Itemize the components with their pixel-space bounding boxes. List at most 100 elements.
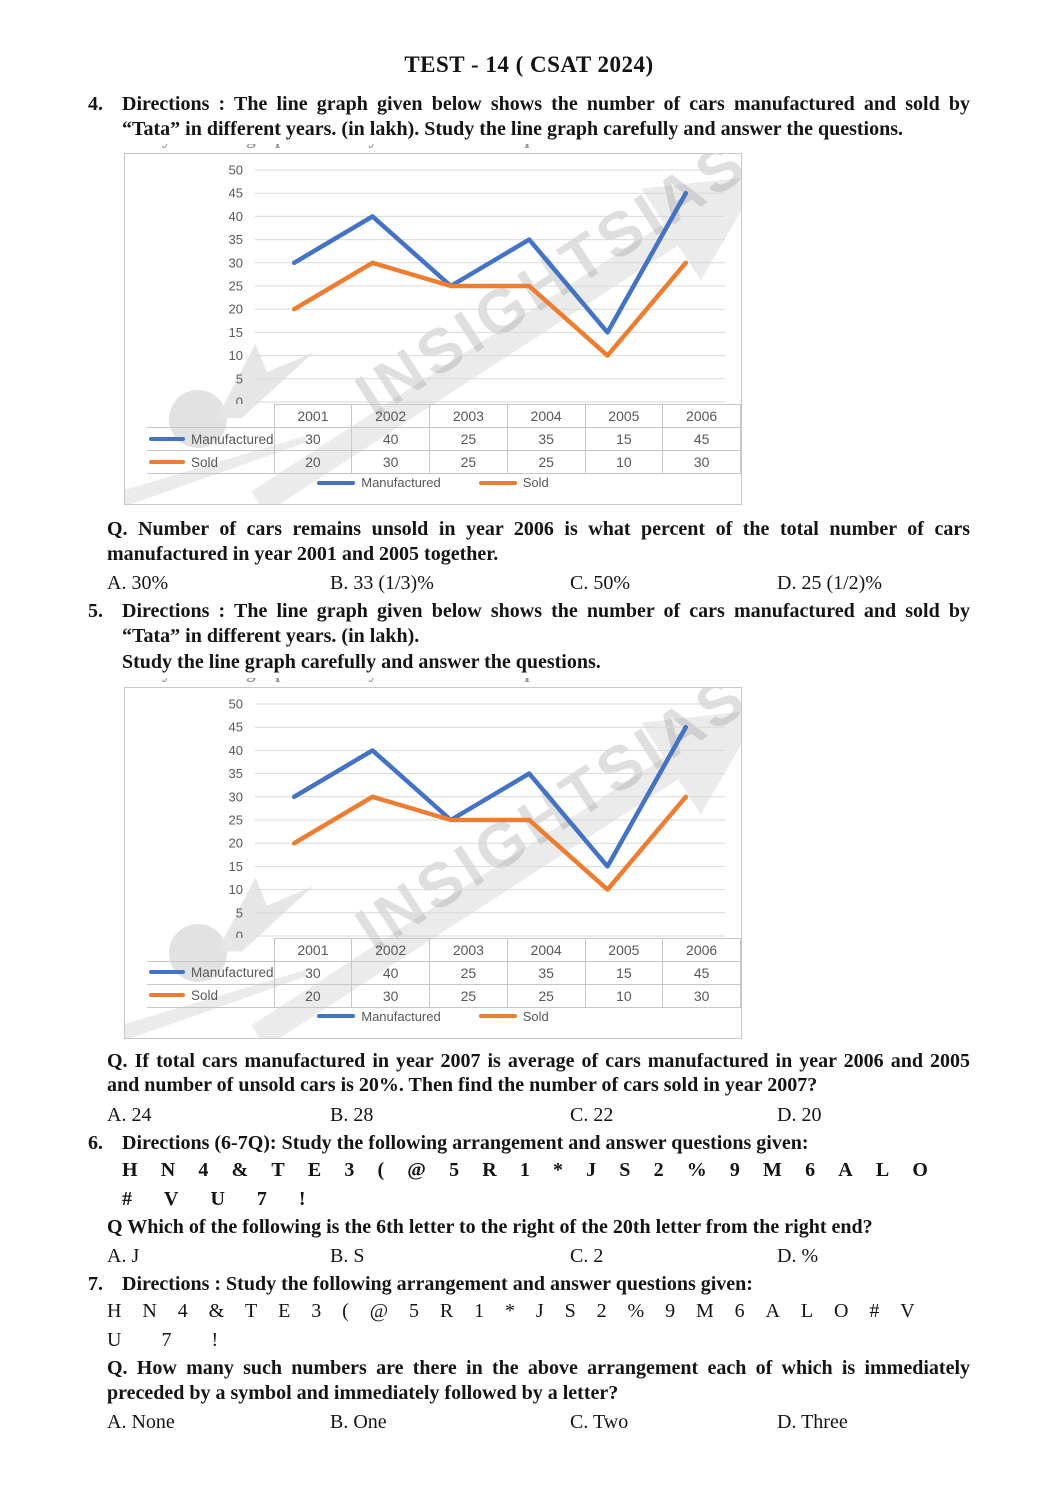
legend-label: Sold: [522, 1008, 549, 1024]
option-a: A. 30%: [107, 572, 169, 594]
svg-text:50: 50: [229, 163, 243, 178]
svg-text:0: 0: [236, 395, 243, 405]
option-d: D. 20: [777, 1103, 822, 1126]
arrangement-token: 3: [344, 1159, 355, 1181]
option-c: C. 2: [570, 1244, 604, 1267]
chart-table-cell: 15: [584, 427, 664, 451]
chart-year-header: 2006: [662, 404, 741, 428]
legend-label: Manufactured: [361, 475, 441, 490]
arrangement-token: &: [231, 1159, 249, 1181]
arrangement-token: *: [552, 1159, 563, 1181]
arrangement-token: *: [505, 1300, 516, 1322]
chart-table-cell: 40: [351, 960, 431, 985]
question-number: 5.: [88, 600, 103, 622]
arrangement-token: R: [439, 1300, 454, 1322]
chart-series-label: Sold: [147, 983, 275, 1008]
arrangement-token: #: [869, 1300, 880, 1322]
arrangement-token: A: [765, 1300, 780, 1322]
question-7-options: A. None B. One C. Two D. Three: [107, 1410, 970, 1434]
option-b: B. One: [330, 1411, 387, 1433]
arrangement-token: 7: [256, 1188, 267, 1210]
question-4: 4. Directions : The line graph given bel…: [0, 92, 1058, 141]
chart-series-label: Manufactured: [147, 960, 275, 985]
chart-table-cell: 35: [506, 427, 586, 451]
option-a: A. None: [107, 1411, 175, 1433]
arrangement-token: 3: [311, 1300, 322, 1322]
arrangement-token: S: [564, 1300, 576, 1322]
chart-table-cell: 30: [273, 960, 353, 985]
arrangement-token: 4: [177, 1300, 188, 1322]
line-chart-2: INSIGHTSIAS 0 5 10 15 20 25 30 35 40 45 50 2001 2002 2…: [124, 686, 742, 1039]
arrangement-token: @: [407, 1159, 426, 1181]
svg-text:40: 40: [229, 742, 243, 757]
svg-text:25: 25: [229, 279, 243, 294]
question-4-text: Q. Number of cars remains unsold in year…: [107, 518, 970, 565]
arrangement-token: 6: [734, 1300, 745, 1322]
arrangement-token: O: [834, 1300, 849, 1322]
chart-legend-item: Manufactured: [317, 1009, 441, 1024]
legend-label: Sold: [522, 475, 549, 490]
chart-year-header: 2004: [506, 937, 586, 962]
svg-text:15: 15: [229, 858, 243, 873]
arrangement-token: 5: [449, 1159, 460, 1181]
chart-data-table: 2001 2002 2003 2004 2005 2006 Manufactured 30 40…: [147, 404, 741, 474]
chart-year-header: 2003: [429, 404, 508, 428]
arrangement-token: 5: [409, 1300, 420, 1322]
arrangement-token: @: [369, 1300, 389, 1322]
question-directions: Directions (6-7Q): Study the following a…: [122, 1131, 809, 1154]
arrangement-token: N: [160, 1159, 176, 1181]
chart-legend-item: Manufactured: [317, 475, 441, 490]
arrangement-token: 2: [596, 1300, 607, 1322]
arrangement-token: L: [875, 1159, 890, 1181]
cropped-text-artifact: Study the line graph carefully and answe…: [122, 678, 562, 687]
svg-text:40: 40: [229, 209, 243, 224]
svg-text:50: 50: [229, 696, 243, 711]
option-a: A. J: [107, 1244, 140, 1267]
chart-year-header: 2003: [429, 937, 508, 962]
arrangement-token: 9: [729, 1159, 740, 1181]
chart-table-cell: 30: [351, 983, 431, 1008]
arrangement-token: V: [164, 1188, 179, 1210]
chart-table-corner: [147, 938, 275, 962]
line-chart-plot: 0 5 10 15 20 25 30 35 40 45 50: [229, 696, 725, 938]
chart-legend: Manufactured Sold: [125, 475, 741, 490]
chart-table-cell: 25: [429, 983, 508, 1008]
arrangement-token: !: [211, 1329, 219, 1351]
arrangement-token: #: [122, 1188, 132, 1210]
arrangement-token: 1: [474, 1300, 485, 1322]
chart-table-cell: 30: [273, 427, 353, 451]
question-4-options: A. 30% B. 33 (1/3)% C. 50% D. 25 (1/2)%: [107, 571, 970, 595]
arrangement-token: 6: [805, 1159, 816, 1181]
chart-legend-item: Sold: [478, 475, 549, 490]
question-directions: Directions : The line graph given below …: [122, 600, 970, 647]
chart-table-cell: 15: [584, 960, 664, 985]
arrangement-token: 4: [198, 1159, 209, 1181]
line-chart-plot: 0 5 10 15 20 25 30 35 40 45 50: [229, 163, 725, 405]
page-title: TEST - 14 ( CSAT 2024): [404, 52, 654, 77]
line-chart-1: INSIGHTSIAS 0 5 10 15 20 25 30 35 40 45 50 2001 2002 2…: [124, 153, 742, 505]
arrangement-token: 9: [665, 1300, 676, 1322]
question-number: 6.: [88, 1131, 103, 1154]
chart-table-cell: 10: [584, 450, 664, 474]
arrangement-token: L: [800, 1300, 814, 1322]
legend-line-swatch: [478, 1014, 517, 1018]
arrangement-token: O: [912, 1159, 928, 1181]
option-d: D. Three: [777, 1411, 848, 1433]
chart-table-cell: 25: [429, 960, 508, 985]
chart-table-cell: 35: [506, 960, 586, 985]
arrangement-line-1: H N 4 & T E 3 (@5 R 1 * J S 2% 9 M 6 A L O: [122, 1157, 928, 1184]
arrangement-token: 1: [519, 1159, 530, 1181]
arrangement-token: T: [245, 1300, 258, 1322]
chart-table-cell: 45: [662, 960, 741, 985]
svg-text:20: 20: [229, 835, 243, 850]
chart-table-cell: 25: [429, 427, 508, 451]
question-5-options: A. 24 B. 28 C. 22 D. 20: [107, 1103, 970, 1127]
chart-year-header: 2004: [506, 404, 586, 428]
arrangement-token: J: [586, 1159, 597, 1181]
chart-table-cell: 45: [662, 427, 741, 451]
chart-series-label: Manufactured: [147, 427, 275, 451]
chart-table-cell: 30: [351, 450, 431, 474]
chart-table-cell: 25: [506, 450, 586, 474]
question-6-options: A. J B. S C. 2 D. %: [107, 1244, 970, 1268]
question-6: 6. Directions (6-7Q): Study the followin…: [0, 1131, 1058, 1156]
